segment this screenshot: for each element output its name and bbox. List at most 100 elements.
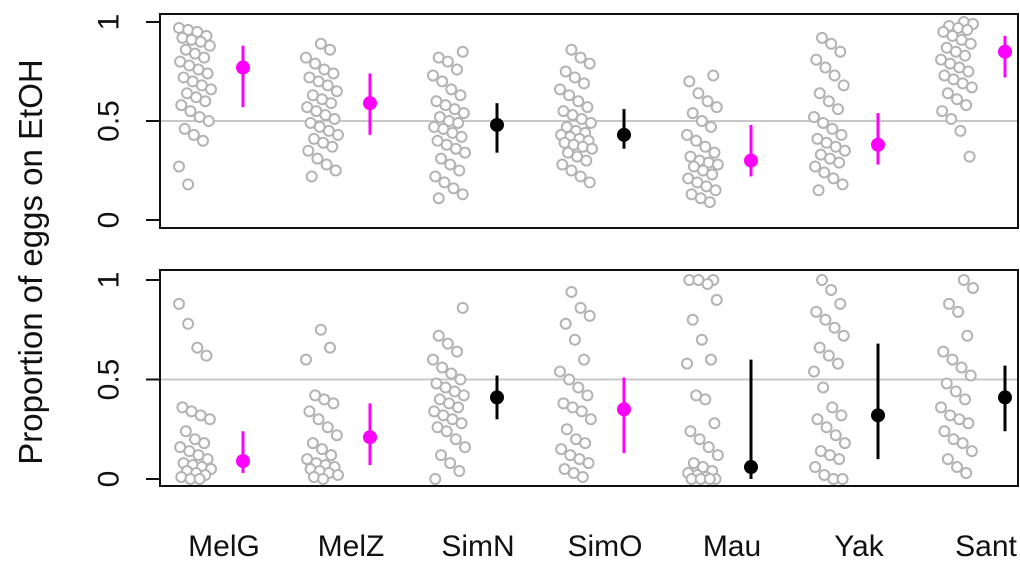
data-point	[459, 441, 471, 454]
mean-SimN	[490, 390, 504, 405]
data-point	[575, 405, 588, 418]
data-point	[432, 192, 445, 205]
data-point	[964, 37, 977, 50]
data-point	[173, 160, 185, 173]
data-point	[330, 85, 343, 98]
y-tick-label: 0.5	[93, 100, 126, 142]
mean-MelG	[236, 60, 250, 75]
data-point	[314, 323, 327, 336]
data-point	[708, 146, 721, 159]
x-label-SimO: SimO	[568, 530, 643, 563]
data-point	[813, 87, 826, 100]
data-point	[321, 421, 334, 434]
data-point	[306, 437, 319, 450]
data-point	[808, 365, 820, 378]
data-point	[453, 164, 466, 177]
data-point	[816, 274, 828, 286]
data-point	[817, 381, 830, 394]
data-point	[314, 37, 327, 50]
data-point	[951, 461, 963, 474]
data-point	[572, 381, 585, 394]
panel-1: 00.51	[93, 13, 1019, 229]
data-point	[701, 95, 714, 108]
data-point	[455, 417, 468, 430]
data-point	[198, 51, 211, 64]
data-point	[692, 87, 705, 100]
mean-Yak	[871, 408, 885, 423]
data-point	[684, 425, 697, 438]
x-label-MelZ: MelZ	[318, 530, 385, 563]
data-point	[563, 373, 576, 386]
data-point	[819, 61, 832, 74]
points-SimO	[554, 285, 597, 484]
mean-SimO	[617, 402, 631, 417]
data-point	[826, 401, 839, 414]
data-point	[702, 441, 715, 454]
data-point	[586, 142, 598, 155]
mean-MelG	[236, 454, 250, 469]
data-point	[808, 111, 820, 124]
data-point	[205, 83, 217, 96]
data-point	[560, 423, 573, 436]
data-point	[819, 313, 832, 326]
data-point	[574, 51, 587, 64]
data-point	[817, 116, 830, 129]
data-point	[193, 473, 206, 485]
y-axis-label: Proportion of eggs on EtOH	[12, 59, 49, 464]
data-point	[690, 134, 703, 147]
data-point	[565, 285, 578, 298]
data-point	[686, 313, 699, 326]
data-point	[820, 421, 833, 434]
data-point	[436, 361, 449, 374]
data-point	[559, 65, 572, 78]
data-point	[705, 353, 717, 366]
mean-Mau	[744, 460, 758, 475]
data-point	[182, 317, 195, 330]
data-point	[955, 361, 968, 374]
data-point	[456, 45, 469, 58]
data-point	[810, 53, 823, 66]
data-point	[332, 469, 344, 482]
data-point	[444, 457, 457, 470]
points-MelZ	[300, 323, 344, 485]
data-point	[965, 81, 978, 94]
data-point	[329, 164, 342, 177]
data-point	[203, 39, 216, 52]
data-point	[818, 166, 831, 179]
data-point	[826, 122, 839, 135]
data-point	[583, 57, 596, 70]
data-point	[952, 305, 965, 318]
data-point	[813, 341, 826, 354]
points-MelG	[173, 297, 217, 485]
data-point	[811, 413, 824, 426]
data-point	[711, 158, 724, 171]
data-point	[937, 345, 950, 358]
data-point	[835, 128, 848, 141]
data-point	[459, 146, 471, 159]
panel-frame	[159, 269, 1019, 487]
data-point	[325, 97, 338, 110]
y-tick-label: 1	[93, 14, 126, 31]
data-point	[834, 297, 847, 310]
data-point	[327, 67, 340, 80]
data-point	[809, 461, 822, 474]
data-point	[809, 160, 822, 173]
data-point	[956, 437, 969, 450]
data-point	[555, 443, 568, 456]
data-point	[175, 99, 188, 112]
y-tick-label: 0.5	[93, 359, 126, 401]
data-point	[683, 75, 696, 88]
y-tick-label: 0	[93, 212, 126, 229]
data-point	[199, 95, 212, 108]
points-Yak	[808, 31, 851, 197]
data-point	[584, 116, 597, 129]
data-point	[312, 413, 325, 426]
data-point	[581, 389, 594, 402]
data-point	[429, 473, 442, 485]
data-point	[576, 471, 589, 484]
points-MelZ	[300, 37, 344, 183]
points-Sant	[935, 274, 979, 480]
data-point	[822, 95, 835, 108]
data-point	[699, 393, 712, 406]
data-point	[580, 154, 593, 167]
